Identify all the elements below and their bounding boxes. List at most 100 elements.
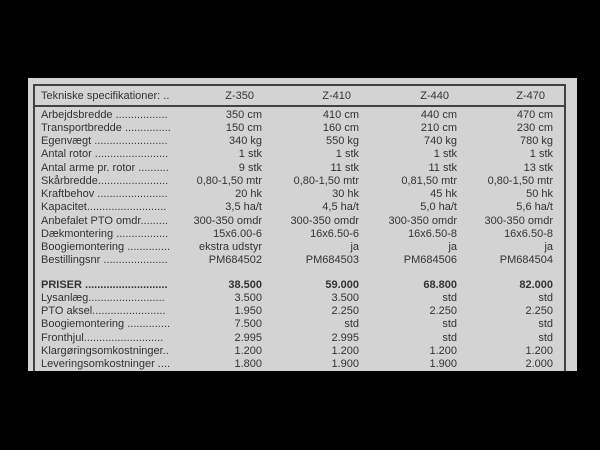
- cell-value: 11 stk: [428, 161, 457, 174]
- cell-value: 82.000: [519, 278, 553, 291]
- cell-value: 3.500: [331, 291, 359, 304]
- cell-value: 2.995: [331, 331, 359, 344]
- cell-value: std: [442, 291, 457, 304]
- cell-value: PM684506: [403, 254, 457, 267]
- table-row: Antal arme pr. rotor .......... 9 stk 11 s…: [35, 161, 564, 174]
- cell-value: 5,0 ha/t: [420, 201, 457, 214]
- row-label: Boogiemontering ..............: [41, 241, 170, 254]
- cell-value: 13 stk: [523, 161, 553, 174]
- cell-value: 340 kg: [228, 135, 262, 148]
- cell-value: 150 cm: [225, 121, 262, 134]
- table-title: Tekniske specifikationer: ..: [41, 89, 170, 102]
- cell-value: 30 hk: [332, 188, 359, 201]
- cell-value: 1.950: [234, 305, 262, 318]
- cell-value: 780 kg: [519, 135, 553, 148]
- row-label: PRISER ...........................: [41, 278, 168, 291]
- spec-rows: Arbejdsbredde ................. 350 cm 410…: [35, 108, 564, 371]
- cell-value: 300-350 omdr: [290, 214, 360, 227]
- row-label: Transportbredde ...............: [41, 121, 170, 134]
- cell-value: 1.200: [331, 344, 359, 357]
- cell-value: 20 hk: [235, 188, 262, 201]
- table-row: Leveringsomkostninger .... 1.800 1.900 1.90…: [35, 358, 564, 371]
- row-label: Kapacitet..........................: [41, 201, 167, 214]
- table-row: Egenvægt ........................ 340 kg 5…: [35, 135, 564, 148]
- cell-value: 2.250: [525, 305, 553, 318]
- spec-sheet-panel: Tekniske specifikationer: .. Z-350 Z-410…: [28, 78, 577, 371]
- row-label: Antal arme pr. rotor ..........: [41, 161, 169, 174]
- cell-value: 350 cm: [225, 108, 262, 121]
- table-row: Fronthjul.......................... 2.995…: [35, 331, 564, 344]
- cell-value: 1 stk: [433, 148, 457, 161]
- cell-value: std: [344, 318, 359, 331]
- table-row: PRISER ........................... 38.500…: [35, 278, 564, 291]
- cell-value: 740 kg: [423, 135, 457, 148]
- cell-value: 1.800: [234, 358, 262, 371]
- cell-value: PM684503: [305, 254, 359, 267]
- cell-value: 15x6.00-6: [213, 227, 262, 240]
- row-label: Antal rotor ........................: [41, 148, 169, 161]
- column-header-z440: Z-440: [420, 89, 449, 102]
- table-row: Boogiemontering .............. 7.500 std st…: [35, 318, 564, 331]
- row-label: PTO aksel........................: [41, 305, 166, 318]
- table-row: PTO aksel........................ 1.950 2.…: [35, 305, 564, 318]
- table-row: Klargøringsomkostninger.. 1.200 1.200 1.200…: [35, 344, 564, 357]
- column-header-z470: Z-470: [516, 89, 545, 102]
- cell-value: 68.800: [423, 278, 457, 291]
- cell-value: 0,80-1,50 mtr: [196, 174, 262, 187]
- cell-value: PM684502: [208, 254, 262, 267]
- row-label: Fronthjul..........................: [41, 331, 164, 344]
- cell-value: 300-350 omdr: [193, 214, 263, 227]
- cell-value: 16x6.50-6: [310, 227, 359, 240]
- row-label: Klargøringsomkostninger..: [41, 344, 169, 357]
- cell-value: 550 kg: [325, 135, 359, 148]
- cell-value: 1.200: [429, 344, 457, 357]
- spec-table: Tekniske specifikationer: .. Z-350 Z-410…: [33, 84, 566, 371]
- cell-value: 1 stk: [529, 148, 553, 161]
- cell-value: std: [538, 331, 553, 344]
- cell-value: ekstra udstyr: [199, 241, 262, 254]
- table-row: Kapacitet.......................... 3,5 h…: [35, 201, 564, 214]
- cell-value: 300-350 omdr: [388, 214, 458, 227]
- cell-value: std: [538, 318, 553, 331]
- table-row: Antal rotor ........................ 1 st…: [35, 148, 564, 161]
- cell-value: 0,80-1,50 mtr: [487, 174, 553, 187]
- cell-value: 210 cm: [420, 121, 457, 134]
- cell-value: 1.200: [234, 344, 262, 357]
- section-gap: [35, 267, 564, 278]
- cell-value: 160 cm: [322, 121, 359, 134]
- table-row: Dækmontering ................. 15x6.00-6 1…: [35, 227, 564, 240]
- table-row: Bestillingsnr ..................... PM684…: [35, 254, 564, 267]
- cell-value: PM684504: [499, 254, 553, 267]
- row-label: Kraftbehov .......................: [41, 188, 168, 201]
- cell-value: 59.000: [325, 278, 359, 291]
- row-label: Egenvægt ........................: [41, 135, 168, 148]
- cell-value: std: [442, 331, 457, 344]
- table-header-row: Tekniske specifikationer: .. Z-350 Z-410…: [35, 86, 564, 107]
- cell-value: 16x6.50-8: [408, 227, 457, 240]
- cell-value: 38.500: [228, 278, 262, 291]
- cell-value: 5,6 ha/t: [516, 201, 553, 214]
- cell-value: 1.900: [331, 358, 359, 371]
- table-row: Kraftbehov ....................... 20 hk 3…: [35, 188, 564, 201]
- cell-value: 3.500: [234, 291, 262, 304]
- cell-value: 45 hk: [430, 188, 457, 201]
- row-label: Dækmontering .................: [41, 227, 169, 240]
- cell-value: 11 stk: [330, 161, 359, 174]
- cell-value: 7.500: [234, 318, 262, 331]
- cell-value: 470 cm: [516, 108, 553, 121]
- cell-value: 2.000: [525, 358, 553, 371]
- cell-value: 0,80-1,50 mtr: [293, 174, 359, 187]
- cell-value: 300-350 omdr: [484, 214, 554, 227]
- table-row: Transportbredde ............... 150 cm 160…: [35, 121, 564, 134]
- table-row: Anbefalet PTO omdr......... 300-350 omdr 3…: [35, 214, 564, 227]
- cell-value: 2.995: [234, 331, 262, 344]
- cell-value: 0,81,50 mtr: [401, 174, 457, 187]
- row-label: Skårbredde.......................: [41, 174, 169, 187]
- cell-value: std: [538, 291, 553, 304]
- cell-value: ja: [544, 241, 553, 254]
- cell-value: 2.250: [429, 305, 457, 318]
- cell-value: 2.250: [331, 305, 359, 318]
- cell-value: 440 cm: [420, 108, 457, 121]
- column-header-z410: Z-410: [322, 89, 351, 102]
